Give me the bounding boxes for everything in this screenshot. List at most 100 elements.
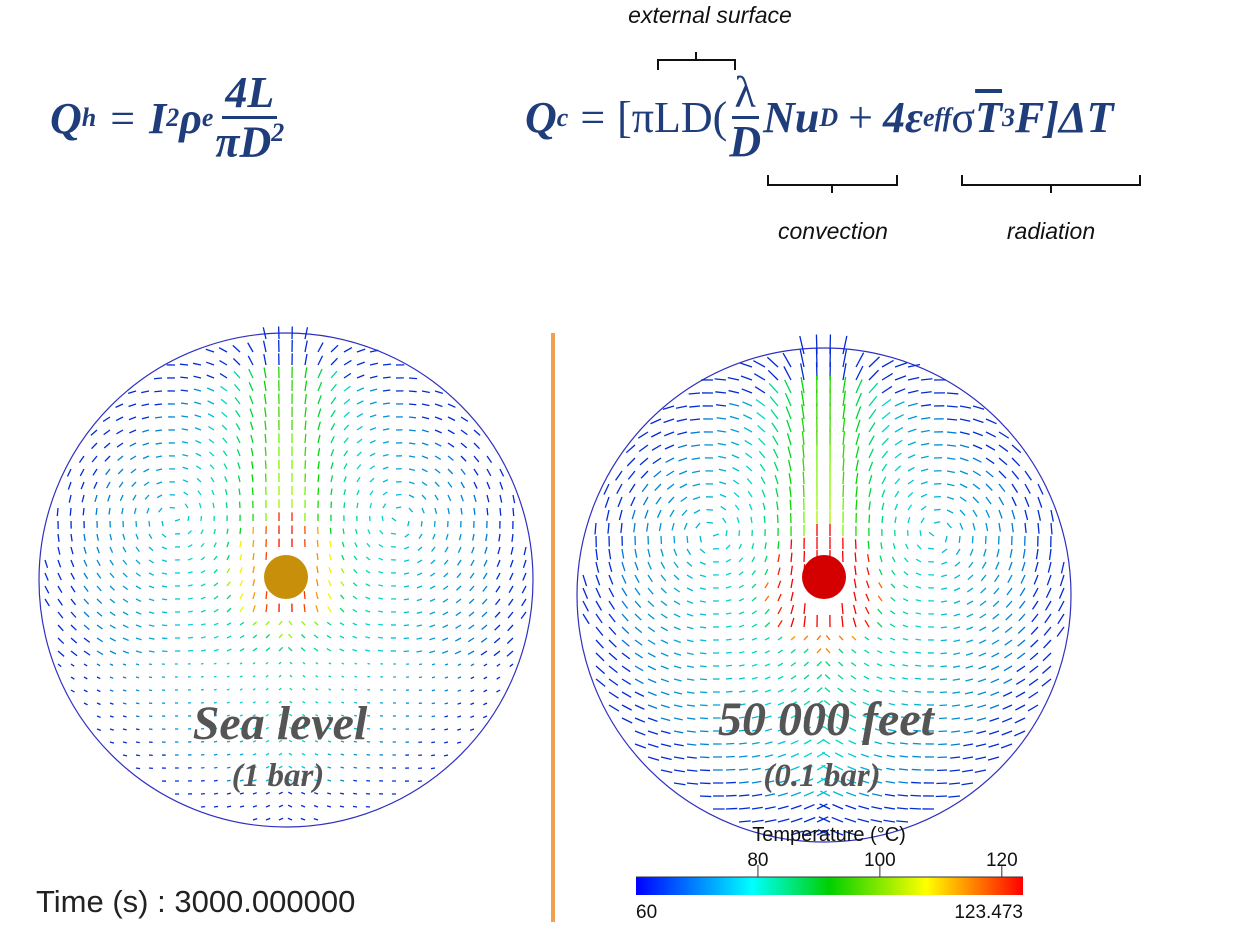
vector-arrow: [443, 559, 449, 565]
vector-arrow: [876, 689, 883, 693]
vector-arrow: [434, 455, 442, 461]
vector-arrow: [855, 446, 860, 459]
vector-arrow: [863, 675, 870, 680]
vector-arrow: [915, 612, 922, 615]
vector-arrow: [248, 368, 254, 379]
vector-arrow: [148, 637, 155, 640]
vector-arrow: [819, 803, 831, 810]
vector-arrow: [738, 557, 744, 563]
vector-arrow: [239, 648, 245, 652]
vector-arrow: [836, 700, 844, 706]
vector-arrow: [226, 766, 231, 769]
vector-arrow: [499, 494, 503, 503]
vector-arrow: [905, 543, 909, 550]
vector-arrow: [850, 675, 857, 680]
vector-arrow: [738, 807, 751, 810]
vector-arrow: [902, 597, 909, 602]
vector-arrow: [236, 449, 241, 457]
vector-arrow: [777, 753, 787, 758]
vector-arrow: [717, 430, 727, 433]
vector-arrow: [758, 450, 766, 459]
vector-arrow: [421, 429, 429, 433]
vector-arrow: [920, 404, 932, 407]
vector-arrow: [920, 493, 928, 498]
vector-arrow: [148, 624, 155, 627]
vector-arrow: [78, 455, 85, 464]
vector-arrow: [964, 691, 974, 695]
vector-arrow: [481, 598, 488, 605]
vector-arrow: [131, 481, 137, 488]
vector-arrow: [621, 561, 626, 572]
vector-arrow: [408, 390, 417, 393]
vector-arrow: [998, 483, 1006, 493]
vector-arrow: [743, 427, 753, 433]
vector-arrow: [473, 442, 480, 450]
vector-arrow: [738, 781, 749, 784]
vector-arrow: [634, 743, 647, 749]
vector-arrow: [148, 533, 153, 540]
vector-arrow: [912, 742, 922, 745]
vector-arrow: [252, 592, 256, 600]
vector-arrow: [369, 362, 379, 366]
vector-arrow: [403, 546, 410, 550]
vector-arrow: [109, 650, 117, 655]
vector-arrow: [263, 380, 267, 392]
vector-arrow: [940, 600, 948, 603]
vector-arrow: [288, 791, 293, 795]
vector-arrow: [747, 490, 753, 498]
vector-arrow: [317, 474, 320, 483]
vector-arrow: [664, 431, 675, 437]
vector-arrow: [915, 585, 922, 589]
vector-arrow: [1011, 496, 1017, 507]
vector-arrow: [894, 362, 908, 368]
vector-arrow: [187, 515, 190, 522]
vector-arrow: [803, 803, 815, 810]
vector-arrow: [802, 471, 805, 485]
vector-arrow: [93, 481, 98, 489]
vector-arrow: [431, 663, 436, 666]
vector-arrow: [499, 468, 505, 477]
vector-arrow: [953, 613, 961, 617]
vector-arrow: [239, 805, 245, 808]
vector-arrow: [70, 689, 75, 693]
vector-arrow: [192, 362, 202, 366]
vector-arrow: [263, 394, 267, 405]
vector-arrow: [870, 819, 883, 823]
vector-arrow: [328, 580, 332, 587]
vector-arrow: [842, 390, 846, 407]
vector-arrow: [382, 479, 389, 483]
vector-arrow: [736, 517, 740, 524]
vector-arrow: [673, 717, 683, 721]
denominator: πD2: [215, 119, 284, 166]
vector-arrow: [327, 766, 332, 769]
eq-part: 4ε: [882, 93, 924, 143]
vector-arrow: [673, 561, 679, 569]
vector-arrow: [96, 559, 101, 567]
vector-arrow: [616, 483, 623, 494]
vector-arrow: [330, 462, 334, 470]
vector-arrow: [455, 624, 462, 629]
vector-arrow: [928, 547, 935, 550]
vector-arrow: [339, 805, 345, 808]
vector-arrow: [907, 402, 918, 407]
vector-arrow: [343, 450, 349, 457]
vector-arrow: [135, 637, 142, 641]
vector-arrow: [369, 414, 377, 418]
vector-arrow: [777, 727, 786, 732]
vector-arrow: [874, 741, 883, 745]
vector-arrow: [408, 507, 414, 513]
vector-arrow: [142, 455, 150, 460]
vector-arrow: [758, 437, 766, 446]
vector-arrow: [265, 604, 268, 613]
vector-arrow: [473, 507, 476, 515]
vector-arrow: [634, 704, 645, 710]
vector-arrow: [278, 778, 283, 782]
vector-arrow: [135, 663, 140, 666]
vector-arrow: [103, 442, 111, 449]
vector-arrow: [920, 481, 928, 485]
vector-arrow: [817, 829, 831, 836]
vector-arrow: [802, 484, 805, 498]
vector-arrow: [845, 791, 857, 797]
vector-arrow: [642, 496, 649, 506]
vector-arrow: [725, 625, 732, 628]
